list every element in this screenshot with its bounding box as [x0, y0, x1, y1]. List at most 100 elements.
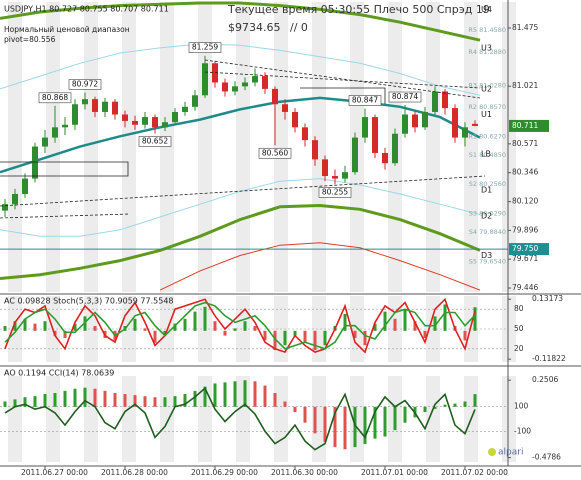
histogram-bar: [263, 385, 267, 407]
annotation-box: [258, 147, 292, 159]
x-tick-label: 2011.06.30 00:00: [271, 468, 338, 477]
histogram-bar: [163, 330, 167, 336]
candle-body: [152, 117, 158, 128]
histogram-bar: [73, 323, 77, 331]
candle-body: [42, 137, 48, 147]
indicator-line: [0, 1, 481, 42]
x-tick-label: 2011.06.28 00:00: [101, 468, 168, 477]
histogram-bar: [83, 316, 87, 331]
histogram-bar: [443, 304, 447, 331]
level-label: S1 80.4850: [469, 151, 506, 159]
histogram-bar: [23, 318, 27, 331]
session-stripe: [350, 376, 364, 462]
balance-text: $9734.65: [228, 21, 281, 34]
annotation-box: [138, 136, 172, 147]
level-label: S3 80.0290: [469, 209, 506, 217]
histogram-bar: [313, 406, 317, 434]
annotation: 80.847: [352, 95, 378, 104]
histogram-bar: [3, 401, 7, 407]
level-label: S2 80.2560: [469, 180, 506, 188]
histogram-bar: [83, 387, 87, 407]
annotation: 80.560: [262, 148, 288, 157]
y-tick-label: 80.571: [512, 139, 538, 148]
candle-body: [382, 152, 388, 164]
candle-body: [112, 101, 118, 115]
candle-body: [102, 101, 108, 112]
trend-line: [0, 175, 486, 207]
pivot-label: U3: [481, 43, 492, 52]
candle-body: [442, 91, 448, 109]
histogram-bar: [173, 396, 177, 407]
histogram-bar: [183, 394, 187, 407]
annotation-box: [188, 42, 222, 53]
candle-body: [352, 137, 358, 173]
candle-body: [252, 76, 258, 83]
histogram-bar: [303, 406, 307, 423]
histogram-bar: [283, 401, 287, 407]
session-stripe: [160, 2, 174, 292]
indicator-line: [4, 301, 476, 350]
histogram-bar: [143, 328, 147, 331]
histogram-bar: [33, 323, 37, 331]
candle-body: [192, 95, 198, 107]
y-tick-label: 79.896: [512, 225, 538, 234]
candle-body: [82, 99, 88, 105]
histogram-bar: [33, 396, 37, 407]
histogram-bar: [463, 330, 467, 341]
x-tick-label: 2011.06.27 00:00: [21, 468, 88, 477]
candle-body: [262, 76, 268, 89]
histogram-bar: [363, 406, 367, 444]
indicator-line: [0, 203, 481, 280]
histogram-bar: [153, 397, 157, 407]
level-label: R5 81.4580: [468, 26, 506, 34]
x-tick-label: 2011.06.29 00:00: [191, 468, 258, 477]
annotation: 80.255: [322, 187, 348, 196]
y-tick-label: 20: [514, 344, 524, 353]
candle-body: [222, 82, 228, 92]
histogram-bar: [423, 330, 427, 338]
histogram-bar: [223, 330, 227, 336]
y-tick-label: 50: [514, 324, 524, 333]
pivot-text: pivot=80.556: [4, 35, 56, 44]
status-text: Текущее время 05:30:55 Плечо 500 Спрэд 1…: [227, 3, 490, 16]
histogram-bar: [403, 406, 407, 423]
price-tag: [509, 119, 549, 132]
histogram-bar: [433, 406, 437, 409]
histogram-bar: [193, 390, 197, 407]
candle-body: [72, 104, 78, 125]
histogram-bar: [433, 316, 437, 331]
histogram-bar: [323, 406, 327, 442]
annotation: 80.972: [72, 79, 98, 88]
candle-body: [182, 106, 188, 112]
annotation-box: [388, 91, 422, 103]
marker-tag: [509, 243, 549, 256]
candle-body: [322, 159, 328, 177]
histogram-bar: [23, 397, 27, 407]
candle-body: [372, 117, 378, 153]
candle-body: [32, 146, 38, 179]
candle-body: [122, 114, 128, 121]
histogram-bar: [383, 311, 387, 331]
candle-body: [472, 123, 478, 126]
histogram-bar: [233, 381, 237, 407]
session-stripe: [312, 376, 326, 462]
annotation-box: [348, 95, 382, 106]
logo-icon: [488, 448, 496, 456]
session-stripe: [122, 2, 136, 292]
histogram-bar: [13, 321, 17, 331]
histogram-bar: [273, 330, 277, 350]
level-label: S5 79.6540: [469, 257, 506, 265]
session-stripe: [198, 2, 212, 292]
y-tick-label: 79.446: [512, 283, 538, 292]
pivot-label: D1: [481, 186, 492, 195]
session-stripe: [198, 376, 212, 462]
candle-body: [362, 117, 368, 138]
histogram-bar: [103, 390, 107, 407]
session-stripe: [426, 2, 440, 292]
histogram-bar: [133, 395, 137, 407]
histogram-bar: [253, 326, 257, 331]
chart-title: USDJPY,H1 80.727 80.755 80.707 80.711: [4, 5, 169, 14]
session-stripe: [502, 296, 516, 362]
indicator-line: [4, 297, 476, 354]
